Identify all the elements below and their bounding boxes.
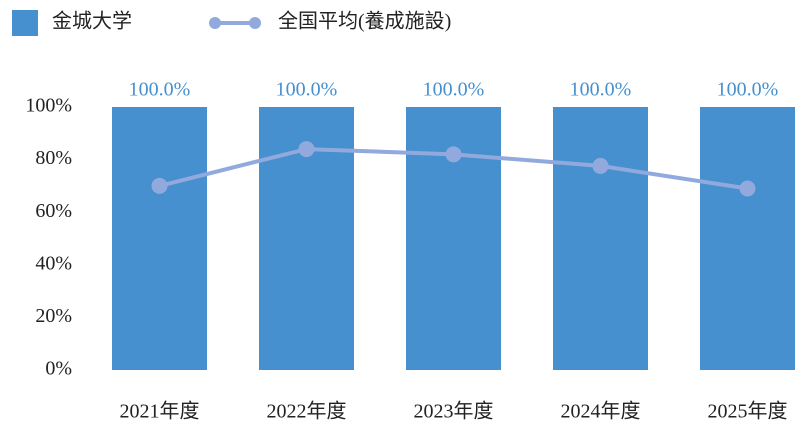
legend-marker	[249, 17, 261, 29]
value-label: 100.0%	[276, 79, 338, 101]
x-tick-label: 2024年度	[561, 400, 641, 423]
y-tick-label: 80%	[35, 147, 72, 169]
legend-swatch	[12, 10, 38, 36]
x-tick-label: 2022年度	[267, 400, 347, 423]
bar	[112, 107, 207, 370]
value-label: 100.0%	[423, 79, 485, 101]
x-tick-label: 2021年度	[120, 400, 200, 423]
legend-marker	[209, 17, 221, 29]
line-marker	[445, 146, 462, 163]
line-marker	[298, 141, 315, 158]
bar	[553, 107, 648, 370]
x-tick-label: 2025年度	[708, 400, 788, 423]
y-tick-label: 20%	[35, 305, 72, 327]
y-tick-label: 100%	[25, 95, 72, 117]
line-marker	[592, 157, 609, 174]
x-tick-label: 2023年度	[414, 400, 494, 423]
value-label: 100.0%	[129, 79, 191, 101]
value-label: 100.0%	[717, 79, 779, 101]
legend-label: 全国平均(養成施設)	[278, 10, 451, 33]
y-tick-label: 0%	[45, 358, 72, 380]
line-marker	[151, 177, 168, 194]
y-tick-label: 60%	[35, 200, 72, 222]
y-tick-label: 40%	[35, 252, 72, 274]
legend-label: 金城大学	[52, 10, 132, 33]
line-marker	[739, 180, 756, 197]
value-label: 100.0%	[570, 79, 632, 101]
bar	[700, 107, 795, 370]
